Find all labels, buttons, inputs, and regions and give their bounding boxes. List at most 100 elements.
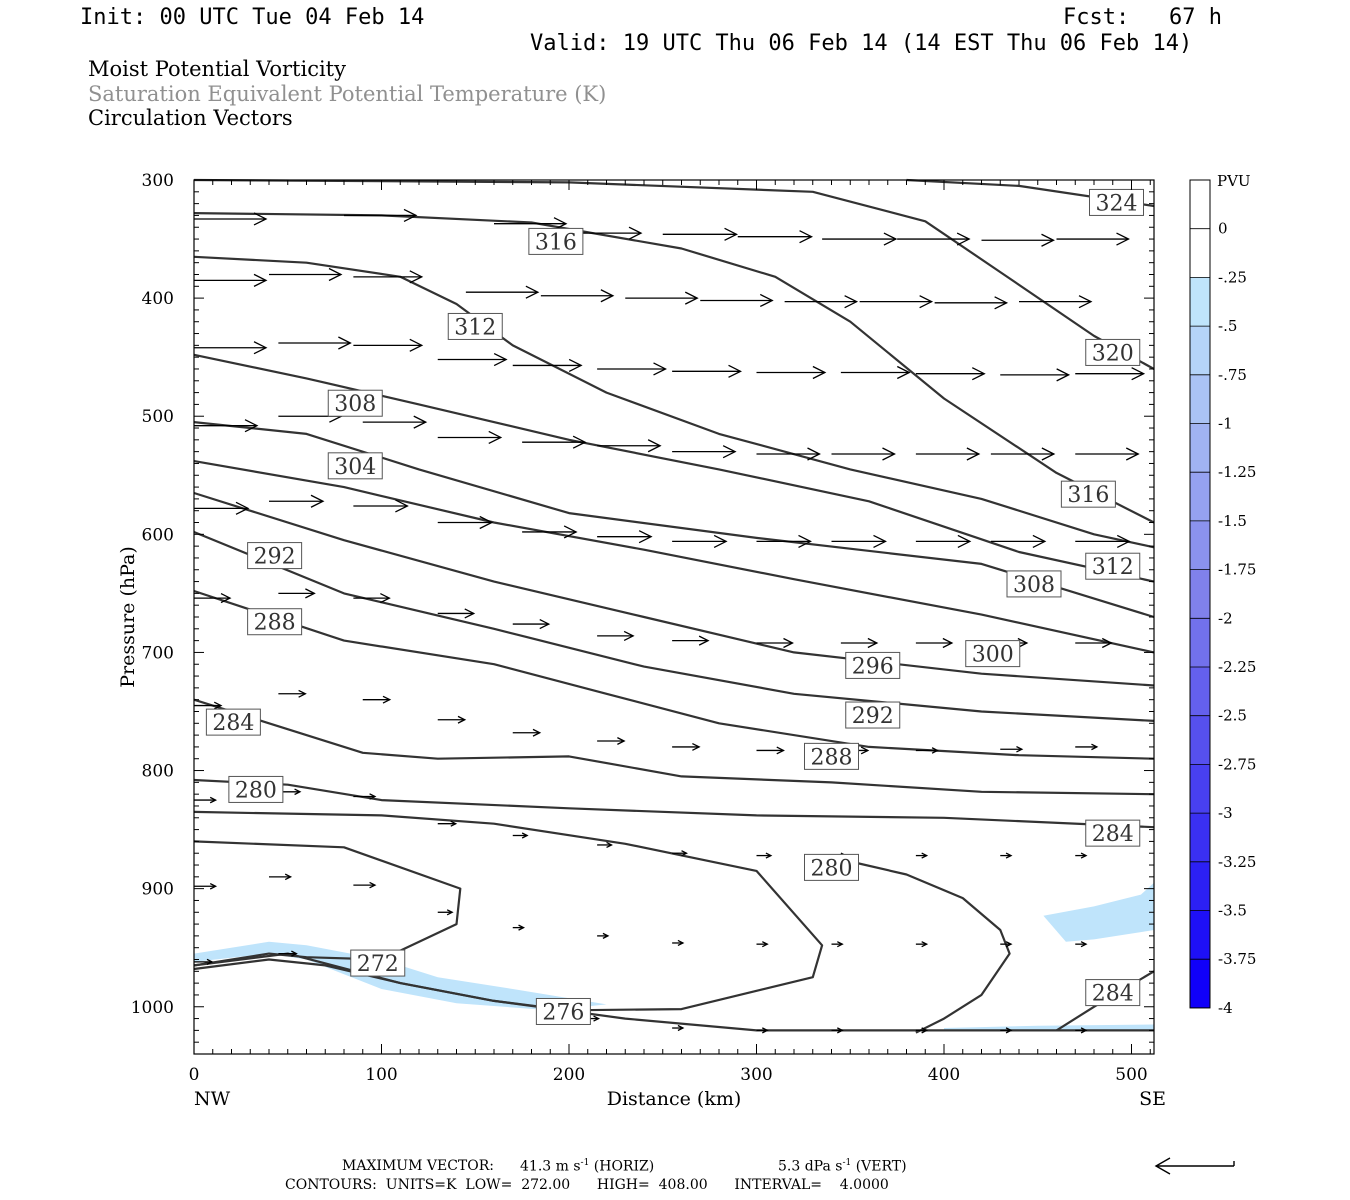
contour-label: 312 bbox=[447, 312, 503, 340]
contour-label-text: 312 bbox=[1092, 555, 1134, 580]
contour-line-292 bbox=[193, 530, 1155, 722]
vector-head bbox=[921, 941, 929, 948]
colorbar-swatch bbox=[1190, 910, 1210, 960]
contour-label-text: 292 bbox=[254, 545, 296, 570]
vector-head bbox=[209, 883, 218, 890]
vector-head bbox=[1080, 852, 1088, 859]
circulation-vector bbox=[522, 435, 587, 449]
vector-head bbox=[572, 435, 587, 449]
contour-label-box bbox=[327, 389, 383, 417]
horiz-exponent: -1 bbox=[580, 1158, 590, 1168]
x-tick-label: 100 bbox=[365, 1065, 397, 1085]
contour-label-text: 292 bbox=[852, 704, 894, 729]
colorbar-swatch bbox=[1190, 472, 1210, 521]
horiz-value: 41.3 m s bbox=[520, 1158, 581, 1175]
contour-line-276 bbox=[193, 810, 824, 1012]
max-vector-label: MAXIMUM VECTOR: bbox=[342, 1158, 494, 1174]
circulation-vector bbox=[672, 534, 728, 548]
contour-label-box bbox=[528, 227, 584, 255]
contour-label-text: 296 bbox=[852, 654, 894, 679]
circulation-vector bbox=[1019, 295, 1093, 309]
contour-label-box bbox=[247, 608, 303, 636]
vector-head bbox=[837, 1027, 844, 1034]
vector-head bbox=[1116, 534, 1131, 548]
vector-head bbox=[479, 515, 494, 530]
contour-label: 308 bbox=[327, 389, 383, 417]
vector-head bbox=[593, 1015, 601, 1022]
circulation-vector bbox=[822, 232, 898, 246]
contour-label-box bbox=[1006, 570, 1062, 598]
circulation-vector bbox=[437, 515, 494, 530]
circulation-vector bbox=[1000, 852, 1013, 859]
circulation-vector bbox=[672, 635, 710, 646]
contour-line-304 bbox=[193, 421, 1155, 619]
x-right-end-label: SE bbox=[1139, 1088, 1166, 1110]
horiz-tag: (HORIZ) bbox=[593, 1158, 655, 1175]
vector-head bbox=[617, 737, 626, 745]
contour-label-box bbox=[1085, 338, 1141, 366]
contour-label: 312 bbox=[1085, 552, 1141, 580]
contour-label: 308 bbox=[1006, 570, 1062, 598]
vector-head bbox=[493, 352, 508, 367]
vector-head bbox=[798, 534, 812, 548]
y-axis-title: Pressure (hPa) bbox=[117, 546, 139, 688]
vector-head bbox=[213, 701, 223, 710]
contour-label-text: 312 bbox=[454, 315, 496, 340]
circulation-vector bbox=[915, 367, 986, 381]
circulation-vector bbox=[278, 588, 316, 599]
vector-head bbox=[1005, 852, 1013, 859]
colorbar-level-label: -.5 bbox=[1218, 317, 1237, 335]
circulation-vector bbox=[756, 852, 773, 859]
y-tick-label: 600 bbox=[142, 525, 174, 545]
vector-head bbox=[382, 695, 392, 704]
vector-head bbox=[931, 747, 939, 754]
vector-head bbox=[724, 227, 739, 241]
vector-head bbox=[684, 291, 699, 305]
circulation-vector bbox=[437, 909, 454, 916]
circulation-vector bbox=[915, 852, 929, 859]
vector-head bbox=[206, 958, 214, 965]
circulation-vector bbox=[1000, 941, 1013, 948]
vector-head bbox=[728, 364, 742, 378]
colorbar-level-label: -3.75 bbox=[1218, 950, 1256, 968]
vector-head bbox=[1005, 1027, 1013, 1034]
pv-shaded-region bbox=[944, 1024, 1154, 1031]
vector-head bbox=[1032, 534, 1047, 548]
title-mpv: Moist Potential Vorticity bbox=[88, 57, 346, 81]
circulation-vector bbox=[278, 689, 307, 698]
contour-line-280 bbox=[193, 778, 1155, 829]
contour-label: 288 bbox=[804, 742, 859, 770]
contour-line-284 bbox=[193, 698, 1155, 796]
circulation-vector bbox=[597, 737, 626, 745]
vector-head bbox=[563, 525, 578, 539]
circulation-vector bbox=[859, 295, 934, 309]
circulation-vector bbox=[1000, 745, 1024, 753]
contour-label: 272 bbox=[350, 949, 406, 977]
reference-vector-arrow bbox=[1154, 1157, 1235, 1175]
contour-line-316 bbox=[193, 212, 1155, 524]
forecast-hour: Fcst: 67 h bbox=[1063, 5, 1222, 30]
circulation-vector bbox=[597, 530, 653, 544]
circulation-vector bbox=[194, 958, 214, 965]
contours-info: CONTOURS: UNITS=K LOW= 272.00 HIGH= 408.… bbox=[285, 1177, 889, 1193]
contour-label: 292 bbox=[247, 542, 303, 570]
contour-layer bbox=[193, 178, 1155, 1034]
vector-head bbox=[921, 1027, 929, 1034]
vector-head bbox=[956, 232, 971, 246]
vector-head bbox=[919, 295, 934, 309]
contour-label-text: 284 bbox=[212, 711, 254, 736]
vector-head bbox=[994, 296, 1009, 310]
colorbar-level-label: -1.25 bbox=[1218, 463, 1256, 481]
vector-head bbox=[765, 852, 773, 859]
contour-label-box bbox=[804, 742, 859, 770]
circulation-vector bbox=[756, 534, 812, 548]
circulation-vector bbox=[756, 637, 794, 649]
circulation-vector bbox=[981, 233, 1055, 247]
circulation-vector bbox=[756, 746, 785, 755]
vector-head bbox=[488, 430, 503, 445]
circulation-vector bbox=[437, 608, 476, 619]
colorbar-level-label: -2.25 bbox=[1218, 658, 1256, 676]
circulation-vector bbox=[512, 728, 542, 737]
circulation-vector bbox=[1075, 1027, 1088, 1034]
colorbar-level-label: -1.5 bbox=[1218, 512, 1247, 530]
